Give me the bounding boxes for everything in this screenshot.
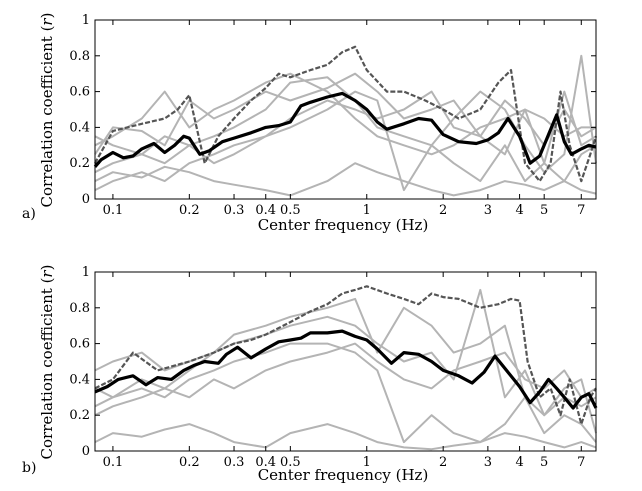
- series-line-station-5: [94, 162, 597, 197]
- x-axis-label: Center frequency (Hz): [258, 216, 429, 234]
- panel-label: b): [22, 460, 36, 476]
- series-line-station-1: [94, 72, 597, 165]
- x-tick-label: 2: [439, 203, 447, 218]
- y-axis-label-var: r: [38, 270, 56, 278]
- x-tick-label: 3: [484, 455, 492, 470]
- plot-frame: [94, 271, 597, 452]
- y-tick-label: 0.8: [69, 301, 90, 316]
- x-tick-label: 0.1: [103, 455, 124, 470]
- x-tick-label: 4: [515, 203, 523, 218]
- y-axis-label-end: ): [38, 265, 56, 271]
- series-line-dashed: [94, 45, 598, 183]
- x-tick-label: 7: [577, 203, 585, 218]
- y-tick-label: 1: [82, 265, 90, 280]
- series-line-station-2: [94, 288, 597, 417]
- x-tick-label: 0.4: [255, 455, 276, 470]
- x-tick-label: 7: [577, 455, 585, 470]
- y-axis-label: Correlation coefficient (r): [38, 265, 56, 460]
- series-line-mean: [93, 91, 597, 168]
- y-axis-label: Correlation coefficient (r): [38, 13, 56, 208]
- panel-label: a): [22, 206, 36, 222]
- y-tick-label: 0.6: [69, 337, 90, 352]
- series-line-station-3: [94, 342, 597, 444]
- y-tick-label: 0.4: [69, 372, 90, 387]
- y-tick-label: 0.6: [69, 85, 90, 100]
- x-tick-label: 0.1: [103, 203, 124, 218]
- series-line-station-6: [94, 90, 597, 165]
- y-axis-label-var: r: [38, 18, 56, 26]
- x-tick-label: 0.3: [224, 455, 245, 470]
- plot-frame: [94, 19, 597, 200]
- y-tick-label: 0.2: [69, 408, 90, 423]
- x-tick-label: 5: [540, 455, 548, 470]
- x-tick-label: 4: [515, 455, 523, 470]
- x-tick-label: 0.3: [224, 203, 245, 218]
- series-line-station-3: [94, 90, 597, 192]
- x-tick-label: 0.5: [280, 203, 301, 218]
- y-axis-label-text: Correlation coefficient (: [38, 278, 56, 460]
- y-tick-label: 1: [82, 13, 90, 28]
- x-axis-label: Center frequency (Hz): [258, 466, 429, 484]
- series-line-station-1: [94, 297, 597, 434]
- y-axis-label-end: ): [38, 13, 56, 19]
- series-line-station-4: [94, 423, 597, 451]
- y-tick-label: 0.2: [69, 156, 90, 171]
- x-tick-label: 1: [363, 455, 371, 470]
- x-tick-label: 2: [439, 455, 447, 470]
- x-tick-label: 5: [540, 203, 548, 218]
- series-line-mean: [94, 329, 598, 410]
- y-tick-label: 0: [82, 192, 90, 207]
- y-tick-label: 0.4: [69, 120, 90, 135]
- x-tick-label: 0.2: [179, 203, 200, 218]
- y-tick-label: 0: [82, 444, 90, 459]
- panel-b: 0.1 0.2 0.3 0.4 0.5 1 2 3 4 5 700.20.40.60.81Cente…: [22, 265, 598, 484]
- x-tick-label: 1: [363, 203, 371, 218]
- x-tick-label: 0.2: [179, 455, 200, 470]
- x-tick-label: 3: [484, 203, 492, 218]
- series-line-station-5: [94, 342, 597, 417]
- y-axis-label-text: Correlation coefficient (: [38, 26, 56, 208]
- x-tick-label: 0.5: [280, 455, 301, 470]
- panel-a: 0.1 0.2 0.3 0.4 0.5 1 2 3 4 5 700.20.40.60.81Cente…: [22, 13, 598, 234]
- x-tick-label: 0.4: [255, 203, 276, 218]
- y-tick-label: 0.8: [69, 49, 90, 64]
- series-line-dashed: [94, 285, 597, 426]
